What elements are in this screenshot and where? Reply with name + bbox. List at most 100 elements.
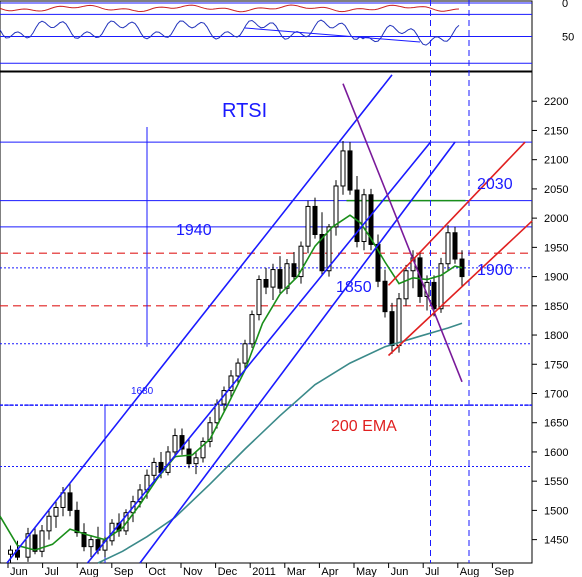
y-tick-label: 1850 [544, 301, 568, 313]
label-1900: 1900 [477, 262, 513, 279]
x-tick-label: 2011 [252, 566, 276, 577]
label-1940: 1940 [176, 222, 212, 239]
candle-body [270, 269, 276, 288]
x-tick-label: Mar [287, 566, 306, 577]
x-tick-label: Jul [425, 566, 439, 577]
oscillator-value-line [0, 19, 460, 46]
y-tick-label: 1650 [544, 418, 568, 430]
chart-title: RTSI [222, 100, 267, 122]
candle-body [277, 269, 283, 289]
candle-body [39, 530, 45, 552]
candle-body [46, 515, 52, 532]
candle-body [263, 279, 269, 288]
candle-body [81, 532, 87, 548]
candle-body [396, 298, 402, 347]
candle-body [193, 457, 199, 465]
y-tick-label: 2200 [544, 96, 568, 108]
candle-body [389, 311, 395, 347]
red-channel-lower [387, 220, 533, 357]
y-tick-label: 2050 [544, 184, 568, 196]
x-tick-label: Jun [10, 566, 28, 577]
y-tick-label: 1450 [544, 535, 568, 547]
y-tick-label: 1700 [544, 388, 568, 400]
candle-body [284, 263, 290, 289]
candle-body [361, 194, 367, 243]
candle-body [179, 435, 185, 450]
label-2030: 2030 [477, 176, 513, 193]
main-grid [0, 71, 533, 564]
x-tick-label: Aug [460, 566, 480, 577]
y-tick-label: 1900 [544, 272, 568, 284]
candle-body [186, 448, 192, 465]
uptrend-channel-lower [139, 141, 456, 564]
x-tick-label: Jun [391, 566, 409, 577]
candle-body [25, 533, 31, 558]
candle-body [8, 549, 13, 555]
uptrend-channel-middle [86, 141, 432, 564]
candle-body [445, 232, 451, 265]
label-1850: 1850 [336, 279, 372, 296]
candle-body [305, 205, 311, 247]
red-channel-upper [387, 141, 526, 286]
candle-body [172, 435, 178, 453]
candle-body [74, 509, 80, 534]
candle-body [32, 534, 38, 552]
candle-body [200, 440, 206, 459]
candle-body [256, 279, 262, 316]
oscillator-y-tick-label: 0 [562, 0, 568, 10]
candle-body [452, 232, 458, 260]
y-tick-label: 2000 [544, 213, 568, 225]
axes: 1450 1500 1550 1600 1650 1700 1750 1800 1850 1900… [7, 96, 568, 577]
candle-body [326, 226, 332, 272]
y-tick-label: 1800 [544, 330, 568, 342]
moving-averages [0, 214, 463, 564]
y-tick-label: 1750 [544, 359, 568, 371]
candle-body [431, 281, 437, 310]
candle-body [382, 280, 388, 313]
candle-body [151, 461, 157, 476]
y-tick-label: 1500 [544, 505, 568, 517]
ema-200-line [97, 322, 463, 564]
candle-body [319, 233, 325, 272]
label-200-ema: 200 EMA [331, 418, 397, 435]
x-tick-label: Sep [494, 566, 514, 577]
y-tick-label: 1600 [544, 447, 568, 459]
downtrend-line [342, 83, 463, 383]
short-moving-average-line [0, 214, 463, 551]
y-tick-label: 1550 [544, 476, 568, 488]
candle-body [53, 506, 59, 517]
trend-lines [6, 74, 533, 564]
oscillator-panel: 0 50 [0, 0, 574, 72]
candle-body [298, 245, 304, 278]
y-tick-label: 1950 [544, 242, 568, 254]
candle-body [333, 185, 339, 228]
candle-body [312, 205, 318, 235]
x-tick-label: Dec [218, 566, 238, 577]
x-tick-label: Sep [114, 566, 134, 577]
candle-body [291, 263, 297, 278]
candle-body [438, 263, 444, 310]
x-tick-label: May [356, 566, 377, 577]
label-1680: 1680 [131, 386, 154, 397]
x-tick-label: Nov [183, 566, 203, 577]
candle-body [249, 314, 255, 345]
y-tick-label: 2150 [544, 125, 568, 137]
y-tick-label: 2100 [544, 155, 568, 167]
candle-body [235, 362, 241, 377]
x-tick-label: Oct [148, 566, 165, 577]
candle-body [354, 189, 360, 243]
main-frame [0, 71, 533, 564]
oscillator-y-tick-label: 50 [562, 32, 574, 44]
oscillator-trend-line [244, 27, 421, 43]
oscillator-signal-line [0, 4, 460, 13]
candle-body [340, 150, 346, 187]
candle-body [368, 194, 374, 245]
candle-body [207, 422, 213, 442]
candle-body [403, 270, 409, 300]
uptrend-channel-upper [6, 74, 393, 564]
candle-body [347, 150, 353, 191]
x-tick-label: Aug [79, 566, 99, 577]
candle-body [242, 343, 248, 364]
candle-body [67, 492, 73, 511]
